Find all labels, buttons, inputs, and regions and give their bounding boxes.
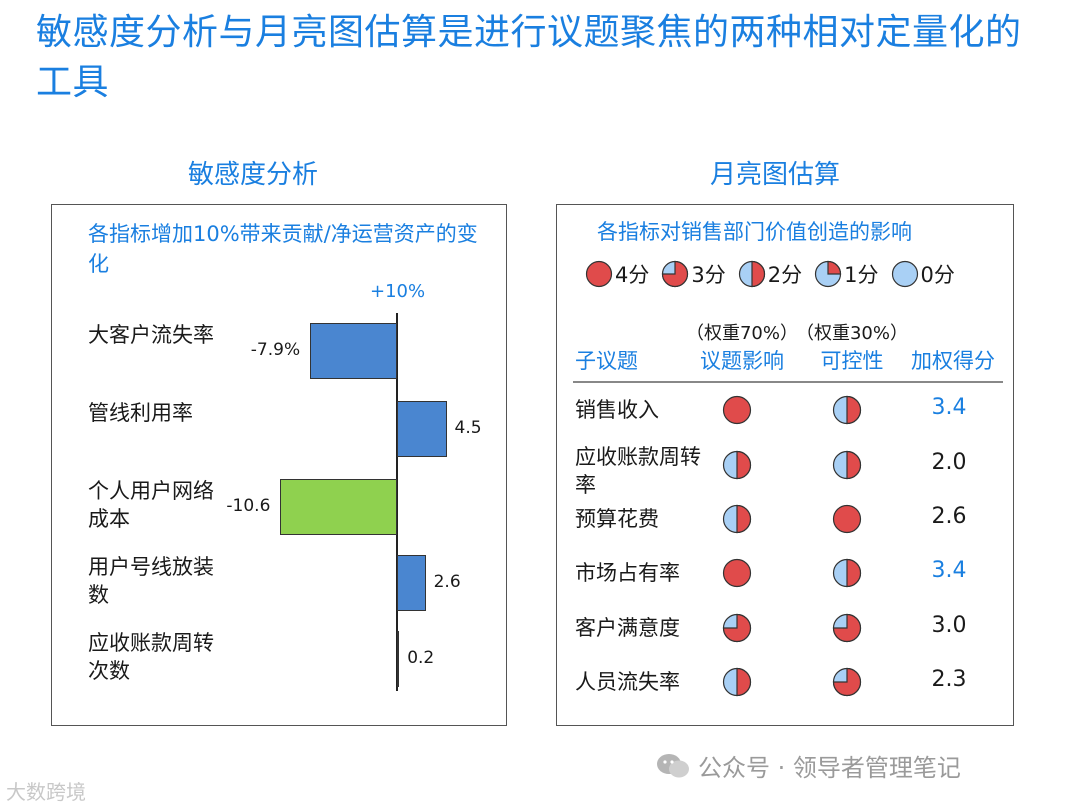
moon-score-icon xyxy=(662,260,689,288)
sensitivity-section-title: 敏感度分析 xyxy=(188,160,319,190)
sensitivity-category-label: 用户号线放装数 xyxy=(88,555,214,607)
table-row-label: 销售收入 xyxy=(575,398,659,422)
legend-label: 1分 xyxy=(844,263,879,287)
moon-score-icon xyxy=(832,558,862,588)
moon-section-title: 月亮图估算 xyxy=(710,160,841,190)
moon-score-icon xyxy=(722,504,752,534)
legend-label: 4分 xyxy=(615,263,650,287)
moon-score-icon xyxy=(722,395,752,425)
sensitivity-category-label: 个人用户网络成本 xyxy=(88,479,214,531)
sensitivity-bar xyxy=(310,323,397,379)
weighted-score: 2.6 xyxy=(931,504,967,529)
control-weight: （权重30%） xyxy=(795,323,908,344)
corner-mark: 大数跨境 xyxy=(6,780,86,804)
sensitivity-value-label: -10.6 xyxy=(226,496,271,516)
moon-score-icon xyxy=(832,504,862,534)
moon-score-icon xyxy=(738,260,765,288)
legend-item: 4分 xyxy=(585,259,649,289)
moon-score-icon xyxy=(722,450,752,480)
table-row-label: 客户满意度 xyxy=(575,616,680,640)
table-row-label: 应收账款周转率 xyxy=(575,445,701,497)
legend-item: 2分 xyxy=(738,259,802,289)
moon-score-icon xyxy=(832,667,862,697)
weighted-score: 3.4 xyxy=(931,558,967,583)
legend-label: 2分 xyxy=(767,263,803,287)
sensitivity-bar xyxy=(397,631,400,687)
moon-score-icon xyxy=(722,558,752,588)
sensitivity-bar xyxy=(397,401,447,457)
moon-score-icon xyxy=(815,260,842,288)
legend-label: 0分 xyxy=(920,263,955,287)
moon-score-icon xyxy=(832,450,862,480)
sensitivity-value-label: 0.2 xyxy=(407,648,435,668)
wechat-icon xyxy=(657,753,689,777)
weighted-score: 3.0 xyxy=(931,613,967,638)
weighted-score: 2.3 xyxy=(931,667,967,692)
sensitivity-value-label: -7.9% xyxy=(250,340,301,360)
moon-score-icon xyxy=(722,613,752,643)
sensitivity-bar xyxy=(280,479,397,535)
moon-score-icon xyxy=(891,260,918,288)
impact-weight: （权重70%） xyxy=(685,323,798,344)
sensitivity-category-label: 大客户流失率 xyxy=(88,323,214,347)
sensitivity-panel: 各指标增加10%带来贡献/净运营资产的变化 +10% 大客户流失率 -7.9% 管线… xyxy=(51,204,507,726)
weighted-score: 2.0 xyxy=(931,450,967,475)
zero-axis xyxy=(396,313,398,691)
sensitivity-subtitle: 各指标增加10%带来贡献/净运营资产的变化 xyxy=(88,222,478,276)
table-row-label: 人员流失率 xyxy=(575,670,680,694)
watermark: 公众号 · 领导者管理笔记 xyxy=(656,748,961,783)
moon-score-icon xyxy=(832,613,862,643)
header-impact: 议题影响 xyxy=(700,349,784,373)
table-row-label: 市场占有率 xyxy=(575,561,680,585)
watermark-text: 公众号 · 领导者管理笔记 xyxy=(698,754,961,782)
legend-item: 1分 xyxy=(814,259,879,289)
legend-item: 3分 xyxy=(661,259,726,289)
table-row-label: 预算花费 xyxy=(575,507,659,531)
header-control: 可控性 xyxy=(820,349,884,373)
sensitivity-category-label: 应收账款周转次数 xyxy=(88,631,214,683)
moon-legend: 4分 3分 2分 1分 0分 xyxy=(585,259,967,289)
sensitivity-value-label: 4.5 xyxy=(454,418,482,438)
header-divider xyxy=(573,381,1003,383)
axis-label: +10% xyxy=(370,281,426,302)
moon-subtitle: 各指标对销售部门价值创造的影响 xyxy=(597,220,912,244)
header-weighted: 加权得分 xyxy=(911,349,995,373)
sensitivity-category-label: 管线利用率 xyxy=(88,401,193,425)
moon-score-icon xyxy=(832,395,862,425)
moon-panel: 各指标对销售部门价值创造的影响 4分 3分 2分 1分 0分 （权重70%） （权重30… xyxy=(556,204,1014,726)
legend-item: 0分 xyxy=(891,259,955,289)
header-sub-issue: 子议题 xyxy=(575,349,638,373)
sensitivity-bar xyxy=(397,555,426,611)
weighted-score: 3.4 xyxy=(931,395,967,420)
legend-label: 3分 xyxy=(691,263,726,287)
page-title: 敏感度分析与月亮图估算是进行议题聚焦的两种相对定量化的工具 xyxy=(36,12,1022,103)
sensitivity-value-label: 2.6 xyxy=(433,572,461,592)
moon-score-icon xyxy=(722,667,752,697)
moon-score-icon xyxy=(585,260,613,288)
